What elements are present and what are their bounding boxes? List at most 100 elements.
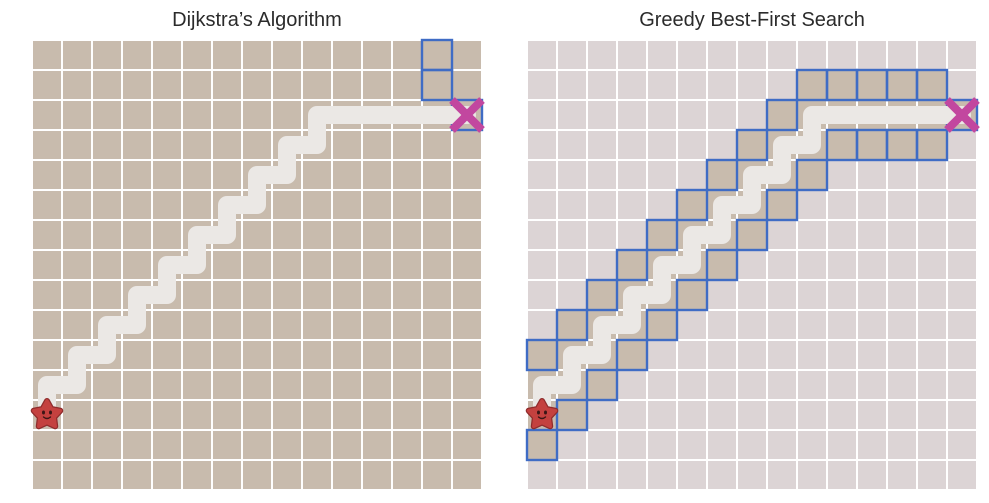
visited-cell: [61, 159, 93, 191]
unvisited-cell: [796, 339, 828, 371]
visited-cell: [451, 69, 483, 101]
visited-cell: [451, 279, 483, 311]
visited-cell: [451, 129, 483, 161]
visited-cell: [61, 129, 93, 161]
unvisited-cell: [526, 249, 558, 281]
visited-cell: [301, 339, 333, 371]
unvisited-cell: [946, 339, 978, 371]
unvisited-cell: [526, 99, 558, 131]
unvisited-cell: [946, 399, 978, 431]
visited-cell: [211, 69, 243, 101]
unvisited-cell: [706, 399, 738, 431]
visited-cell: [271, 459, 303, 491]
visited-cell: [121, 159, 153, 191]
unvisited-cell: [646, 339, 678, 371]
visited-cell: [421, 129, 453, 161]
visited-cell: [526, 429, 558, 461]
unvisited-cell: [586, 459, 618, 491]
visited-cell: [271, 339, 303, 371]
unvisited-cell: [766, 399, 798, 431]
visited-cell: [181, 189, 213, 221]
unvisited-cell: [826, 399, 858, 431]
visited-cell: [31, 309, 63, 341]
unvisited-cell: [586, 159, 618, 191]
unvisited-cell: [616, 429, 648, 461]
unvisited-cell: [736, 279, 768, 311]
unvisited-cell: [766, 249, 798, 281]
visited-cell: [451, 39, 483, 71]
visited-cell: [181, 429, 213, 461]
unvisited-cell: [526, 69, 558, 101]
visited-cell: [121, 189, 153, 221]
visited-cell: [151, 129, 183, 161]
unvisited-cell: [796, 429, 828, 461]
unvisited-cell: [766, 69, 798, 101]
visited-cell: [151, 459, 183, 491]
goal-x-stroke: [944, 97, 980, 133]
visited-cell: [271, 69, 303, 101]
visited-cell: [181, 399, 213, 431]
unvisited-cell: [856, 459, 888, 491]
unvisited-cell: [826, 219, 858, 251]
visited-cell: [121, 99, 153, 131]
visited-cell: [391, 429, 423, 461]
unvisited-cell: [766, 339, 798, 371]
visited-cell: [61, 99, 93, 131]
unvisited-cell: [796, 39, 828, 71]
unvisited-cell: [946, 189, 978, 221]
unvisited-cell: [736, 39, 768, 71]
unvisited-cell: [526, 189, 558, 221]
unvisited-cell: [856, 279, 888, 311]
visited-cell: [31, 459, 63, 491]
visited-cell: [151, 159, 183, 191]
unvisited-cell: [736, 99, 768, 131]
visited-cell: [646, 309, 678, 341]
unvisited-cell: [796, 249, 828, 281]
unvisited-cell: [766, 369, 798, 401]
unvisited-cell: [946, 279, 978, 311]
visited-cell: [121, 399, 153, 431]
unvisited-cell: [646, 69, 678, 101]
unvisited-cell: [886, 339, 918, 371]
frontier-cell-outline: [585, 278, 619, 312]
visited-cell: [271, 309, 303, 341]
visited-cell: [916, 129, 948, 161]
visited-cell: [451, 249, 483, 281]
unvisited-cell: [826, 369, 858, 401]
visited-cell: [211, 279, 243, 311]
unvisited-cell: [646, 459, 678, 491]
visited-cell: [391, 69, 423, 101]
unvisited-cell: [736, 339, 768, 371]
unvisited-cell: [556, 249, 588, 281]
visited-cell: [211, 429, 243, 461]
visited-cell: [91, 369, 123, 401]
visited-cell: [121, 429, 153, 461]
unvisited-cell: [796, 309, 828, 341]
unvisited-cell: [886, 219, 918, 251]
visited-cell: [301, 459, 333, 491]
visited-cell: [391, 399, 423, 431]
unvisited-cell: [946, 249, 978, 281]
visited-cell: [856, 129, 888, 161]
unvisited-cell: [676, 339, 708, 371]
visited-cell: [181, 369, 213, 401]
unvisited-cell: [886, 159, 918, 191]
unvisited-cell: [766, 279, 798, 311]
frontier-cell-outline: [555, 398, 589, 432]
unvisited-cell: [946, 39, 978, 71]
visited-cell: [391, 159, 423, 191]
unvisited-cell: [886, 399, 918, 431]
frontier-cell-outline: [705, 248, 739, 282]
visited-cell: [331, 39, 363, 71]
greedy-best-first-grid: [525, 39, 980, 491]
unvisited-cell: [946, 219, 978, 251]
visited-cell: [121, 459, 153, 491]
visited-cell: [241, 279, 273, 311]
visited-cell: [331, 189, 363, 221]
visited-cell: [421, 159, 453, 191]
unvisited-cell: [826, 429, 858, 461]
unvisited-cell: [556, 99, 588, 131]
visited-cell: [61, 39, 93, 71]
visited-cell: [31, 129, 63, 161]
visited-cell: [301, 159, 333, 191]
